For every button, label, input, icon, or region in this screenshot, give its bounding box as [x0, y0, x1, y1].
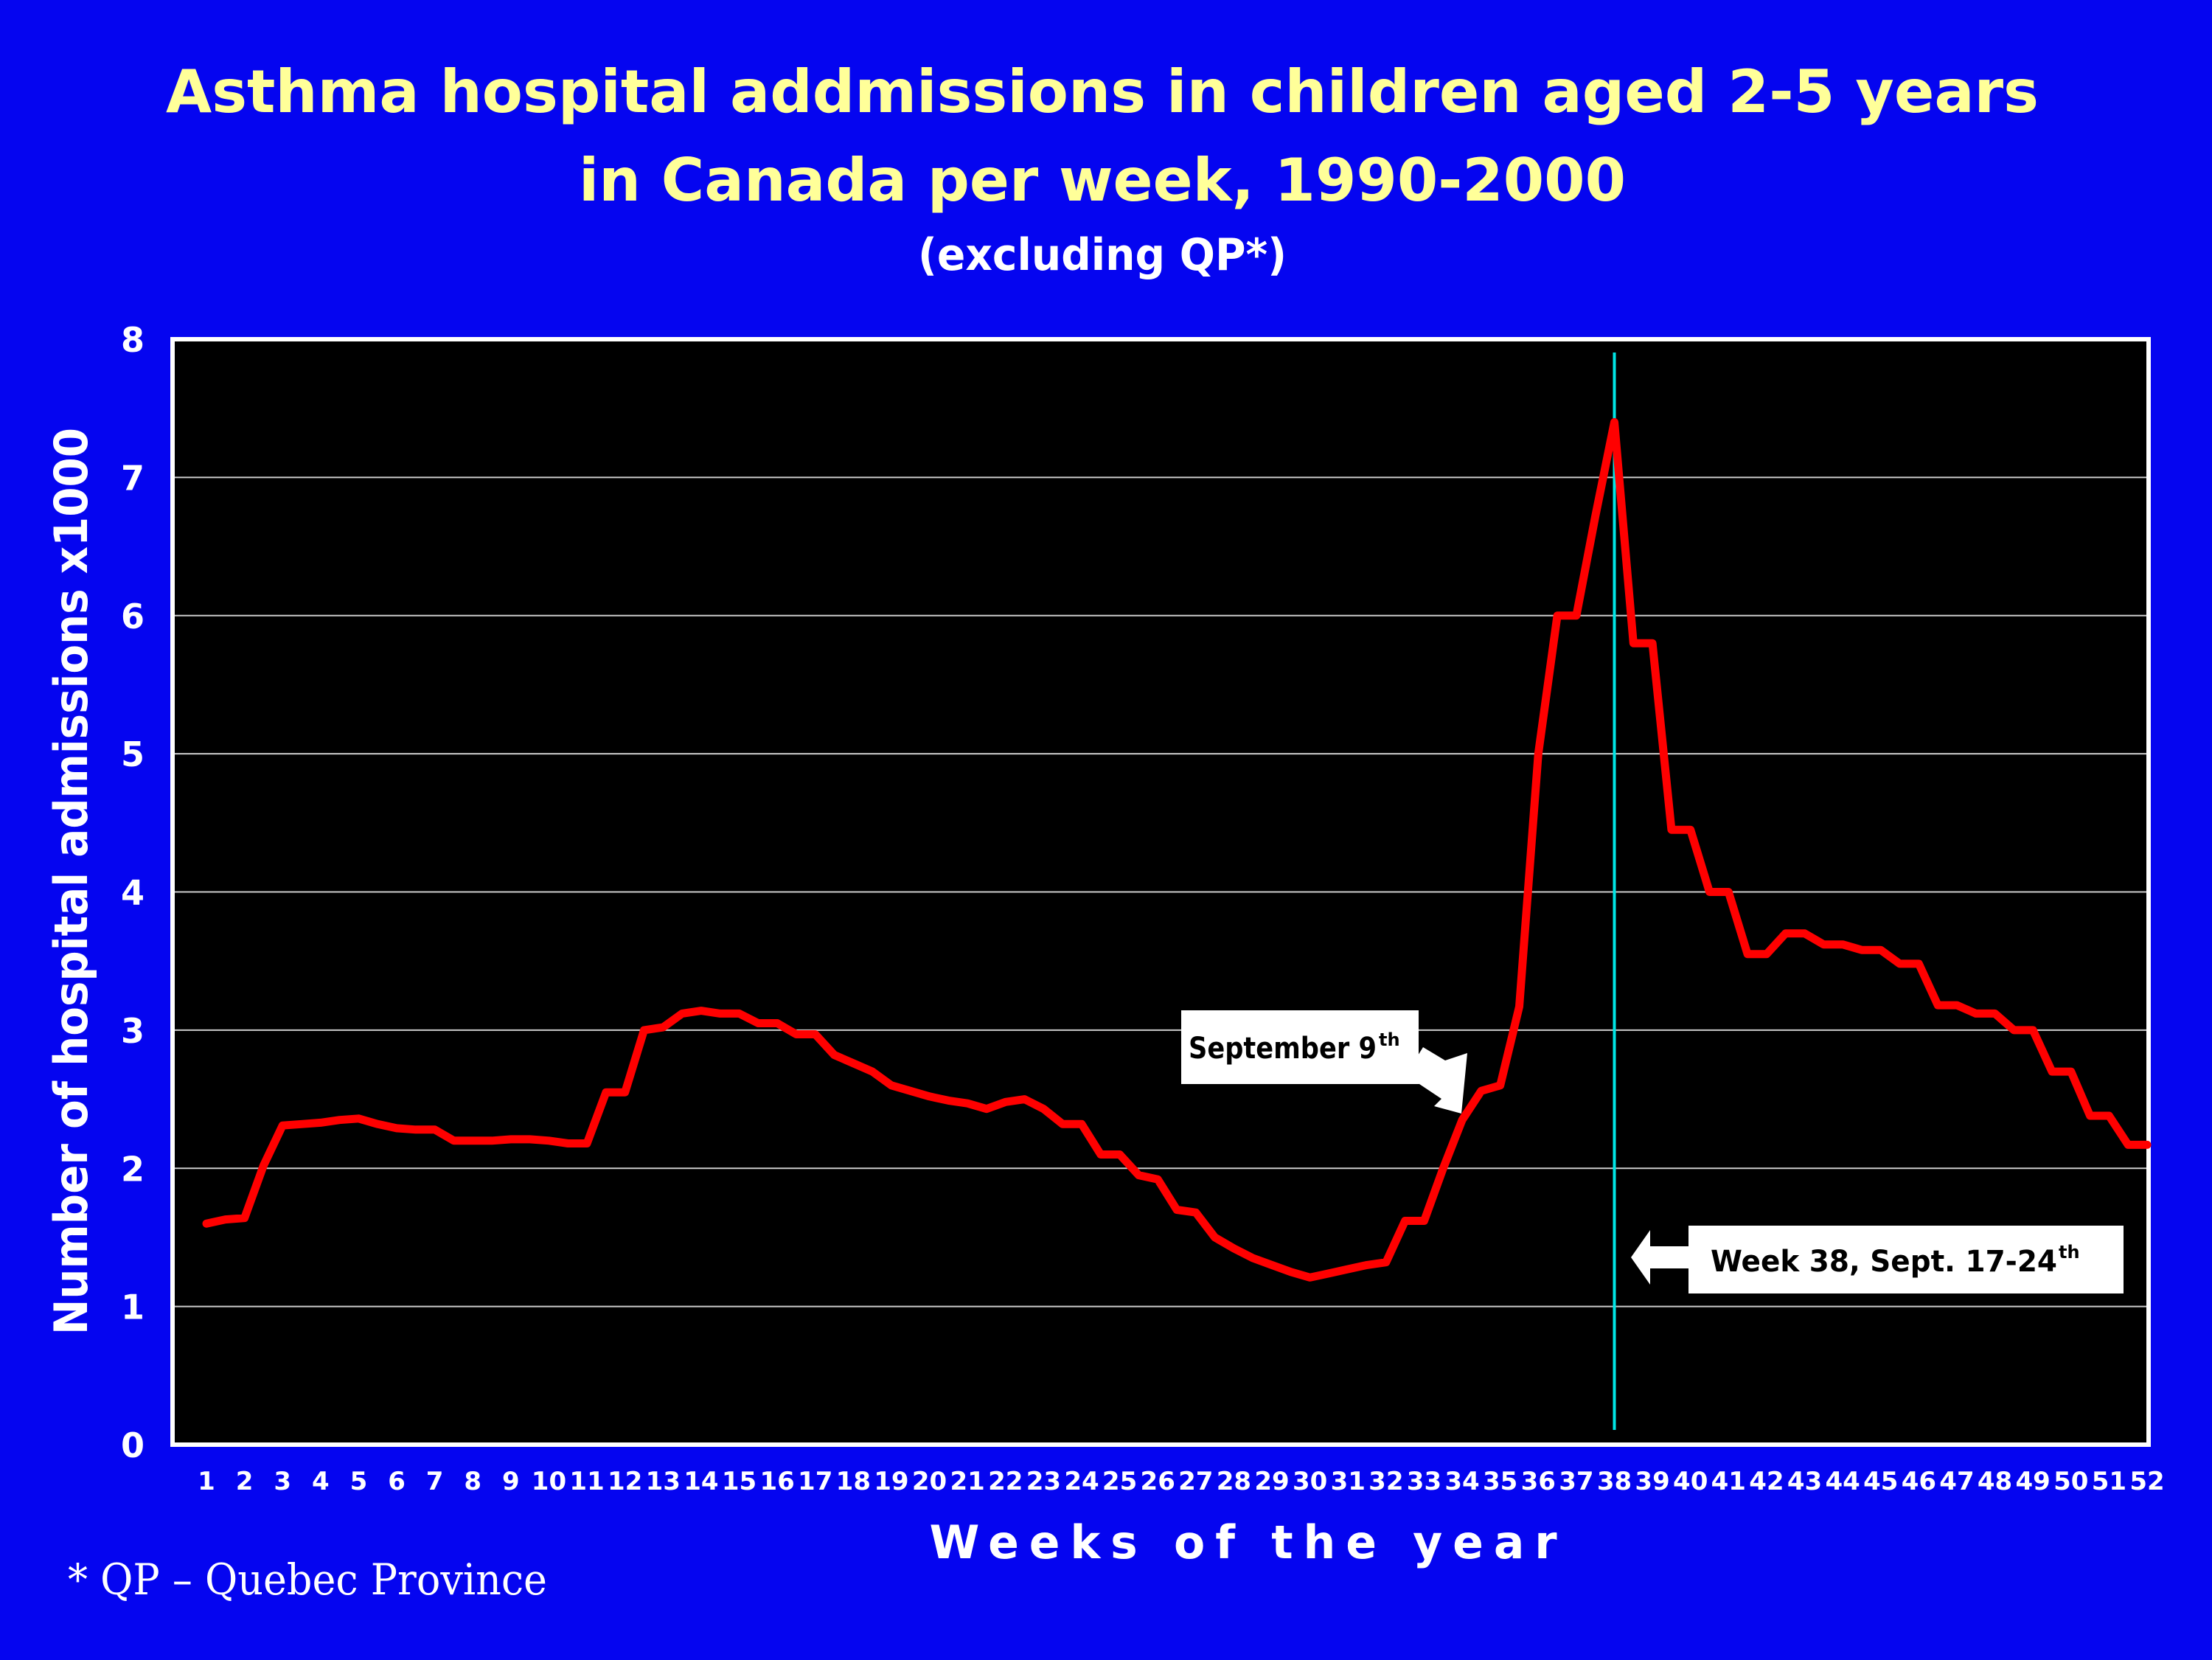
x-tick-40: 40 [1673, 1467, 1708, 1496]
admissions-line [202, 417, 2152, 1282]
x-tick-10: 10 [532, 1467, 566, 1496]
september-9-box [1181, 1010, 1419, 1084]
x-tick-27: 27 [1178, 1467, 1213, 1496]
chart-subtitle: (excluding QP*) [918, 229, 1287, 281]
x-tick-39: 39 [1635, 1467, 1669, 1496]
x-tick-37: 37 [1559, 1467, 1593, 1496]
x-tick-1: 1 [198, 1467, 215, 1496]
x-tick-5: 5 [350, 1467, 368, 1496]
x-tick-38: 38 [1597, 1467, 1632, 1496]
x-tick-26: 26 [1141, 1467, 1175, 1496]
september-9-arrow [1401, 1047, 1467, 1114]
y-tick-2: 2 [121, 1149, 145, 1189]
september-9-label: September 9 [1189, 1032, 1377, 1066]
x-tick-8: 8 [464, 1467, 481, 1496]
september-9-sup: th [1379, 1029, 1400, 1050]
week-38-callout: Week 38, Sept. 17-24 th [1631, 1226, 2124, 1293]
x-tick-36: 36 [1521, 1467, 1556, 1496]
week-38-label: Week 38, Sept. 17-24 [1711, 1245, 2057, 1279]
chart-title-line2: in Canada per week, 1990-2000 [579, 146, 1626, 215]
x-tick-19: 19 [874, 1467, 908, 1496]
x-tick-28: 28 [1217, 1467, 1251, 1496]
september-9-text: September 9 [1189, 1032, 1377, 1066]
week-38-sup: th [2059, 1242, 2080, 1263]
x-tick-42: 42 [1749, 1467, 1784, 1496]
x-tick-46: 46 [1902, 1467, 1936, 1496]
x-tick-35: 35 [1483, 1467, 1517, 1496]
x-tick-17: 17 [798, 1467, 832, 1496]
week-38-text: Week 38, Sept. 17-24 [1711, 1245, 2057, 1279]
x-tick-31: 31 [1331, 1467, 1366, 1496]
september-9-callout: September 9 th [1181, 1010, 1467, 1114]
y-tick-8: 8 [121, 320, 145, 360]
x-tick-49: 49 [2016, 1467, 2051, 1496]
x-tick-21: 21 [950, 1467, 984, 1496]
y-tick-7: 7 [121, 458, 145, 498]
x-tick-52: 52 [2129, 1467, 2164, 1496]
y-tick-3: 3 [121, 1011, 145, 1051]
y-tick-4: 4 [121, 873, 145, 913]
x-tick-labels: 1 2 3 4 5 6 7 8 9 10 11 12 13 14 15 16 17 18 19 20 21 22 23 24 2… [198, 1467, 2165, 1496]
y-tick-6: 6 [121, 597, 145, 636]
x-tick-33: 33 [1407, 1467, 1441, 1496]
x-tick-51: 51 [2092, 1467, 2126, 1496]
x-tick-25: 25 [1102, 1467, 1137, 1496]
y-tick-0: 0 [121, 1425, 145, 1465]
x-tick-11: 11 [569, 1467, 604, 1496]
x-tick-20: 20 [912, 1467, 947, 1496]
x-tick-2: 2 [236, 1467, 254, 1496]
x-tick-43: 43 [1787, 1467, 1822, 1496]
x-tick-44: 44 [1825, 1467, 1860, 1496]
x-tick-4: 4 [312, 1467, 330, 1496]
y-tick-labels: 0 1 2 3 4 5 6 7 8 [121, 320, 145, 1465]
x-tick-14: 14 [684, 1467, 718, 1496]
x-tick-47: 47 [1939, 1467, 1974, 1496]
x-tick-24: 24 [1064, 1467, 1099, 1496]
x-tick-32: 32 [1368, 1467, 1403, 1496]
y-axis-title: Number of hospital admissions x1000 [44, 428, 98, 1335]
x-tick-12: 12 [608, 1467, 642, 1496]
x-tick-34: 34 [1444, 1467, 1479, 1496]
chart-title-line1: Asthma hospital addmissions in children … [166, 58, 2039, 126]
x-tick-23: 23 [1026, 1467, 1061, 1496]
x-tick-9: 9 [502, 1467, 520, 1496]
x-tick-15: 15 [722, 1467, 757, 1496]
gridlines [173, 476, 2149, 1307]
plot-border [170, 337, 2151, 1447]
x-axis-title: Weeks of the year [930, 1515, 1568, 1569]
x-tick-7: 7 [426, 1467, 444, 1496]
x-tick-50: 50 [2053, 1467, 2088, 1496]
x-tick-45: 45 [1863, 1467, 1898, 1496]
x-tick-16: 16 [759, 1467, 794, 1496]
x-tick-6: 6 [388, 1467, 406, 1496]
x-tick-3: 3 [274, 1467, 291, 1496]
week-38-box [1688, 1226, 2124, 1293]
x-tick-29: 29 [1254, 1467, 1289, 1496]
x-tick-22: 22 [988, 1467, 1023, 1496]
footnote: * QP – Quebec Province [68, 1555, 547, 1605]
y-tick-1: 1 [121, 1288, 145, 1327]
x-tick-48: 48 [1978, 1467, 2012, 1496]
x-tick-30: 30 [1293, 1467, 1327, 1496]
week-38-arrow [1631, 1230, 1688, 1285]
y-tick-5: 5 [121, 735, 145, 774]
x-tick-41: 41 [1711, 1467, 1746, 1496]
x-tick-13: 13 [646, 1467, 681, 1496]
x-tick-18: 18 [836, 1467, 871, 1496]
